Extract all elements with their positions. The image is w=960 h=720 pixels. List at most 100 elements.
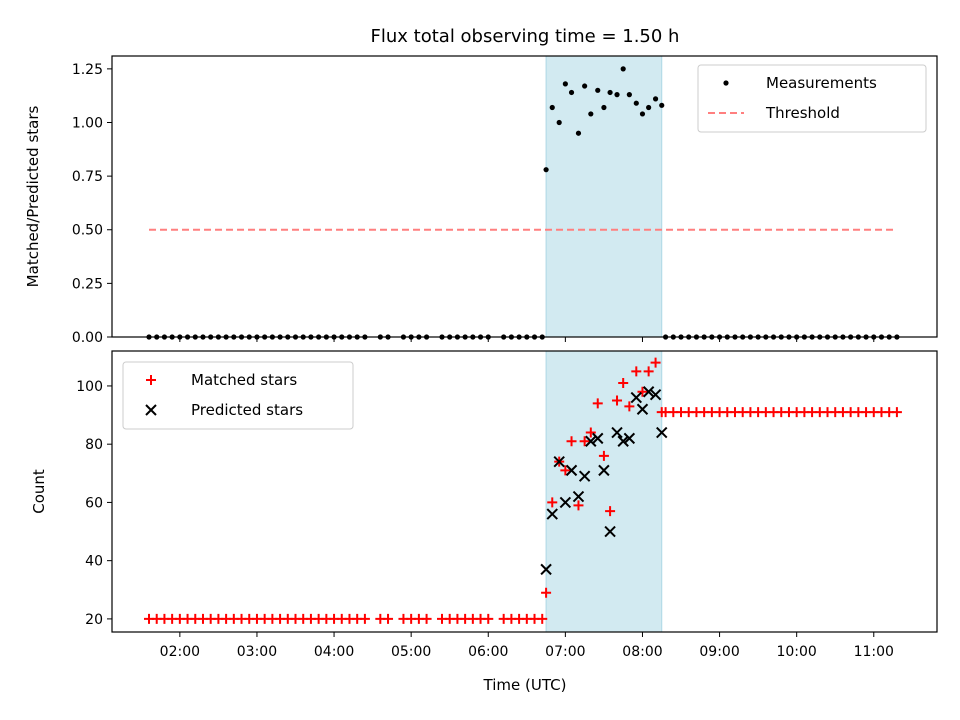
data-point — [547, 497, 558, 508]
data-point — [624, 401, 635, 412]
series-matched-stars — [144, 357, 902, 624]
data-point — [617, 435, 629, 447]
data-point — [614, 92, 620, 98]
legend-box — [122, 361, 354, 430]
data-point — [656, 426, 668, 439]
data-point — [642, 386, 655, 398]
data-point — [383, 613, 394, 624]
data-point — [604, 525, 616, 538]
data-point — [646, 104, 652, 111]
data-point — [572, 490, 585, 503]
x-tick-label: 03:00 — [237, 644, 277, 660]
data-point — [585, 427, 596, 438]
data-point — [623, 432, 636, 445]
y-tick-label: 40 — [85, 554, 103, 570]
data-point — [537, 613, 548, 624]
data-point — [579, 436, 590, 447]
data-point — [643, 366, 654, 377]
data-point — [891, 407, 902, 418]
y-tick-label: 1.25 — [72, 62, 103, 78]
axes-frame — [111, 55, 938, 338]
data-point — [565, 464, 578, 477]
data-point — [636, 403, 649, 415]
x-tick-label: 04:00 — [314, 644, 354, 660]
data-point — [578, 470, 591, 482]
data-point — [626, 92, 632, 98]
data-point — [612, 395, 623, 406]
y-tick-label: 0.50 — [72, 223, 103, 239]
data-point — [633, 100, 639, 106]
x-tick-label: 05:00 — [391, 644, 431, 660]
axes-frame — [111, 350, 938, 633]
data-point — [607, 89, 613, 96]
data-point — [605, 506, 616, 517]
y-tick-label: 0.25 — [72, 276, 103, 292]
x-tick-label: 08:00 — [622, 644, 662, 660]
data-point — [568, 89, 575, 96]
data-point — [562, 81, 568, 87]
x-axis-label: Time (UTC) — [483, 676, 567, 694]
data-point — [631, 366, 642, 377]
y-tick-label: 0.00 — [72, 330, 103, 346]
legend-label: Predicted stars — [191, 401, 303, 419]
legend-swatch — [146, 375, 156, 385]
data-point — [620, 66, 626, 72]
series-predicted-stars — [540, 386, 668, 576]
y-tick-label: 100 — [76, 379, 103, 395]
data-point — [637, 386, 648, 397]
data-point — [575, 130, 582, 136]
data-point — [541, 587, 552, 598]
y-tick-label: 60 — [85, 495, 103, 511]
chart-title: Flux total observing time = 1.50 h — [371, 26, 680, 47]
legend-swatch — [723, 80, 729, 86]
data-point — [630, 391, 643, 404]
data-point — [585, 435, 597, 447]
x-tick-label: 06:00 — [468, 644, 508, 660]
x-tick-label: 10:00 — [776, 644, 816, 660]
data-point — [588, 111, 594, 117]
legend-box — [697, 64, 927, 133]
data-point — [598, 464, 610, 477]
data-point — [560, 465, 571, 476]
x-tick-label: 02:00 — [160, 644, 200, 660]
observing-window — [545, 350, 663, 633]
data-point — [592, 432, 604, 445]
data-point — [652, 96, 659, 102]
x-tick-label: 07:00 — [545, 644, 585, 660]
data-point — [639, 111, 646, 117]
x-tick-label: 11:00 — [854, 644, 894, 660]
data-point — [595, 87, 601, 93]
data-point — [601, 104, 607, 111]
y-tick-label: 20 — [85, 612, 103, 628]
legend-label: Matched stars — [191, 371, 297, 389]
data-point — [592, 398, 603, 409]
y-axis-label: Count — [30, 469, 48, 514]
data-point — [483, 613, 494, 624]
data-point — [549, 104, 555, 111]
data-point — [359, 613, 370, 624]
y-tick-label: 80 — [85, 437, 103, 453]
y-axis-label: Matched/Predicted stars — [24, 106, 42, 288]
data-point — [618, 378, 629, 389]
observing-window — [545, 55, 663, 338]
data-point — [566, 436, 577, 447]
data-point — [540, 563, 552, 576]
legend-label: Threshold — [765, 104, 840, 122]
legend: Measurements Threshold — [697, 64, 927, 133]
legend-swatch — [145, 404, 157, 416]
data-point — [553, 455, 565, 468]
data-point — [649, 388, 662, 401]
data-point — [573, 500, 584, 511]
y-tick-label: 0.75 — [72, 169, 103, 185]
bottom-panel: 20 40 60 80 100 02:00 03:00 04:00 05:00 06:00 07:0… — [30, 350, 938, 660]
data-point — [559, 496, 572, 509]
x-tick-label: 09:00 — [699, 644, 739, 660]
top-panel: 0.00 0.25 0.50 0.75 1.00 1.25 Matched/Predicte… — [24, 55, 938, 346]
legend-label: Measurements — [766, 74, 877, 92]
data-point — [659, 102, 665, 108]
legend: Matched stars Predicted stars — [122, 361, 354, 430]
y-tick-label: 1.00 — [72, 115, 103, 131]
data-point — [650, 357, 661, 368]
data-point — [546, 508, 558, 520]
